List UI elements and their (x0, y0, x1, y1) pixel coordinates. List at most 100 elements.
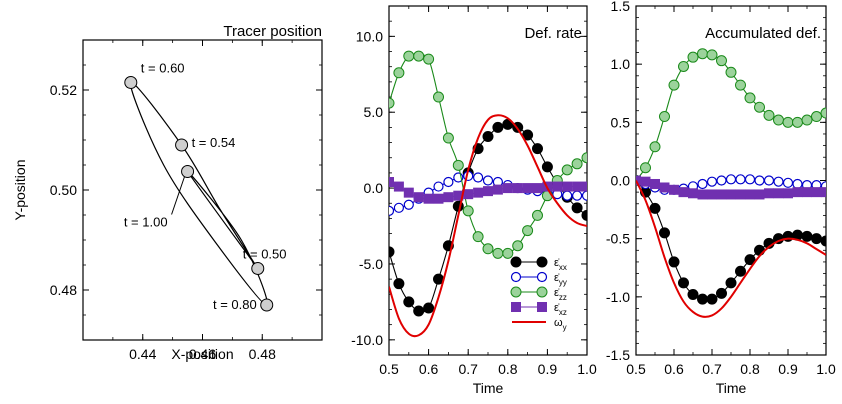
data-point (389, 97, 395, 109)
data-point (678, 187, 689, 198)
y-axis-label: Y-position (12, 160, 28, 221)
data-point (678, 60, 689, 72)
data-point (433, 91, 444, 103)
data-point (463, 189, 474, 200)
data-point (536, 286, 548, 298)
data-point (536, 256, 548, 268)
series-4 (636, 180, 826, 318)
series-4 (389, 114, 587, 338)
data-point (472, 231, 484, 243)
data-point (442, 132, 454, 144)
data-point (510, 271, 522, 283)
y-tick-label: -1.5 (606, 347, 630, 363)
data-point (735, 174, 746, 185)
series-3 (389, 177, 587, 204)
series-2 (389, 50, 587, 259)
data-point (522, 225, 534, 237)
x-tick-label: 0.8 (498, 361, 518, 377)
data-point (744, 254, 756, 266)
time-annotation: t = 0.50 (243, 247, 287, 262)
x-tick-label: 0.5 (626, 361, 646, 377)
data-point (782, 177, 794, 188)
data-point (473, 172, 484, 183)
y-tick-label: 10.0 (356, 28, 383, 44)
data-point (801, 230, 813, 242)
tracer-position-panel: 0.44 0.46 0.48 0.48 0.50 0.52 Tracer position X… (12, 23, 323, 362)
data-point (811, 187, 822, 198)
data-point (413, 50, 425, 62)
data-point (492, 184, 503, 195)
data-point (443, 192, 454, 203)
legend-label: ε̇xx (554, 257, 567, 272)
data-point (811, 111, 822, 123)
data-point (443, 176, 454, 188)
legend-label: ε̇zz (554, 287, 567, 302)
time-annotation: t = 0.60 (141, 61, 185, 76)
data-point (706, 176, 718, 187)
data-point (754, 244, 765, 256)
data-point (773, 114, 784, 126)
tracer-marker (251, 262, 265, 275)
data-point (502, 247, 514, 259)
data-point (423, 53, 435, 65)
data-point (393, 181, 404, 192)
data-point (532, 143, 543, 155)
data-point (510, 256, 522, 268)
x-tick-label: 0.9 (778, 361, 798, 377)
def-rate-panel: 0.5 0.6 0.7 0.8 0.9 1.0 -10.0 -5.0 0.0 5.0 10.0 Def… (351, 5, 597, 396)
legend-label: ωy (554, 317, 567, 332)
data-point (754, 101, 765, 113)
data-point (697, 48, 708, 60)
data-point (716, 55, 727, 67)
data-point (403, 199, 414, 210)
y-tick-label: 0.0 (364, 180, 384, 196)
data-point (581, 152, 587, 164)
data-point (473, 187, 484, 198)
y-tick-label: 5.0 (364, 104, 384, 120)
data-point (462, 205, 474, 217)
data-point (640, 176, 651, 187)
data-point (773, 188, 784, 199)
data-point (783, 188, 793, 199)
data-point (532, 183, 543, 194)
data-point (649, 141, 661, 153)
data-point (423, 302, 435, 314)
data-point (764, 188, 774, 199)
data-point (725, 277, 737, 289)
data-point (744, 92, 756, 104)
data-point (413, 192, 424, 203)
data-point (745, 189, 755, 200)
data-point (482, 243, 494, 255)
data-point (571, 202, 583, 214)
plot-area (389, 50, 587, 338)
data-point (640, 162, 651, 174)
data-point (754, 189, 765, 200)
data-point (502, 183, 513, 194)
x-tick-label: 0.7 (702, 361, 722, 377)
data-point (735, 265, 746, 277)
data-point (725, 174, 737, 185)
data-point (716, 287, 727, 299)
x-tick-label: 0.44 (129, 346, 156, 362)
data-point (821, 187, 826, 198)
data-point (763, 175, 775, 186)
data-point (433, 181, 444, 192)
data-point (687, 51, 699, 63)
x-tick-label: 0.48 (249, 346, 276, 362)
x-axis-label: Time (473, 380, 504, 396)
data-point (735, 189, 746, 200)
tracer-marker (260, 298, 274, 312)
y-tick-label: 0.50 (50, 182, 77, 198)
x-axis-label: Time (716, 380, 747, 396)
data-point (536, 271, 548, 283)
y-tick-label: 1.0 (611, 56, 631, 72)
data-point (716, 189, 727, 200)
data-point (792, 187, 803, 198)
tracer-marker (175, 138, 189, 152)
plot-area (636, 48, 826, 318)
y-tick-label: -10.0 (351, 332, 383, 348)
series-line (636, 180, 826, 318)
time-annotation: t = 0.54 (192, 135, 236, 150)
data-point (452, 159, 464, 171)
data-point (782, 116, 794, 128)
